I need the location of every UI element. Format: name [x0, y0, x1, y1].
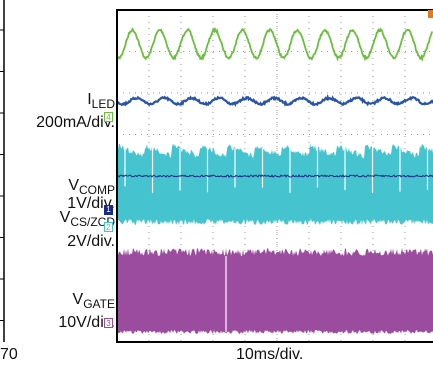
trigger-marker [428, 10, 433, 18]
iled-trace [116, 26, 433, 62]
vgate-label: VGATE [72, 291, 115, 311]
vcomp-name: V [68, 177, 79, 194]
x-axis-label: 10ms/div. [236, 346, 304, 363]
vcomp-scale: 1V/div. [67, 195, 115, 212]
blue-ripple-trace [116, 94, 433, 108]
iled-label: ILED [87, 91, 115, 111]
vcomp-subscript: COMP [79, 183, 115, 197]
ch1-marker: 1 [104, 205, 113, 215]
vcomp-label: VCOMP [68, 177, 115, 197]
ch4-marker: 4 [104, 112, 113, 122]
vcomp-trace [116, 174, 433, 178]
cut-off-left-text: 70 [0, 346, 18, 363]
vcs-trace-band [117, 143, 433, 225]
ch3-marker: 3 [104, 318, 113, 328]
vgate-scale: 10V/div. [58, 314, 115, 331]
vgate-trace-band [117, 248, 433, 334]
iled-name: I [87, 91, 92, 108]
vcs-label: VCS/ZCD [59, 209, 115, 229]
iled-scale: 200mA/div. [36, 114, 115, 131]
ch2-marker: 2 [104, 222, 113, 232]
iled-subscript: LED [91, 97, 115, 111]
vcs-name: V [59, 209, 71, 226]
vgate-name: V [72, 291, 84, 308]
vcs-scale: 2V/div. [67, 233, 115, 250]
plot-frame [116, 9, 433, 343]
vcs-subscript: CS/ZCD [70, 215, 115, 229]
vgate-subscript: GATE [83, 297, 115, 311]
